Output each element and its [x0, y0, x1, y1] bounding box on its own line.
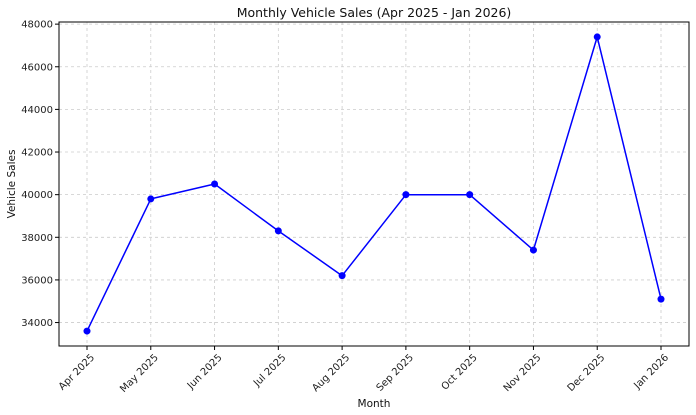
x-tick-label: Oct 2025 — [440, 352, 480, 392]
x-tick-label: Jun 2025 — [185, 352, 225, 392]
series-line — [86, 36, 662, 332]
plot-area — [58, 21, 690, 347]
x-axis: Apr 2025 May 2025 Jun 2025 Jul 2025 Aug 2025… — [57, 346, 671, 395]
y-tick-label: 44000 — [21, 105, 53, 116]
data-point — [529, 246, 537, 254]
x-tick-label: Nov 2025 — [502, 352, 544, 394]
y-tick-label: 42000 — [21, 148, 53, 159]
x-tick-label: Apr 2025 — [57, 352, 97, 392]
y-tick-label: 38000 — [21, 233, 53, 244]
data-point — [657, 295, 665, 303]
y-axis: 34000 36000 38000 40000 42000 44000 46000 48000 — [21, 20, 59, 329]
series-vehicle-sales — [83, 33, 665, 335]
data-point — [593, 33, 601, 41]
y-tick-label: 40000 — [21, 190, 53, 201]
data-point — [274, 227, 282, 235]
data-point — [147, 195, 155, 203]
x-tick-label: Sep 2025 — [375, 352, 416, 393]
x-tick-label: Jan 2026 — [631, 352, 671, 392]
x-tick-label: May 2025 — [118, 352, 161, 395]
y-tick-label: 36000 — [21, 275, 53, 286]
data-point — [211, 180, 219, 188]
y-tick-label: 46000 — [21, 62, 53, 73]
x-tick-label: Dec 2025 — [566, 352, 608, 394]
x-tick-label: Aug 2025 — [310, 352, 352, 394]
chart-title: Monthly Vehicle Sales (Apr 2025 - Jan 20… — [237, 5, 512, 20]
grid — [59, 22, 689, 346]
data-point — [338, 272, 346, 280]
y-tick-label: 48000 — [21, 20, 53, 31]
x-axis-label: Month — [358, 398, 391, 410]
x-tick-label: Jul 2025 — [251, 352, 288, 389]
data-point — [402, 191, 410, 199]
data-point — [83, 327, 91, 335]
y-axis-label: Vehicle Sales — [6, 150, 18, 219]
data-point — [466, 191, 474, 199]
y-tick-label: 34000 — [21, 318, 53, 329]
